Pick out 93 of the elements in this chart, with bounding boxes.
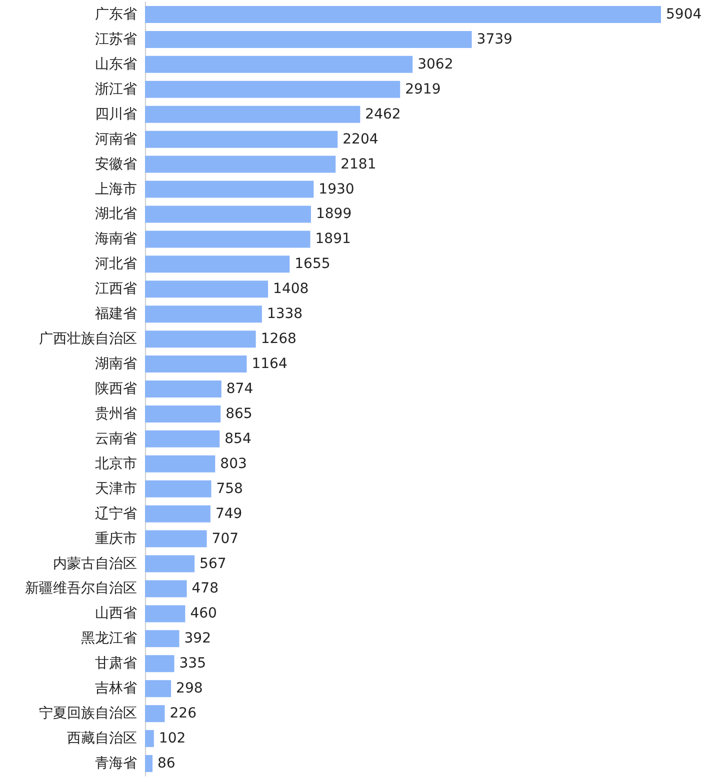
data-label: 1655 — [294, 256, 330, 272]
y-tick-label: 北京市 — [95, 456, 137, 472]
bar — [145, 630, 180, 648]
data-label: 758 — [216, 480, 243, 497]
bar — [145, 555, 195, 572]
y-tick-label: 上海市 — [95, 181, 137, 198]
data-label: 335 — [179, 656, 206, 672]
y-tick-label: 福建省 — [95, 306, 137, 322]
data-label: 567 — [200, 556, 226, 572]
data-label: 2462 — [365, 106, 401, 122]
data-label: 3739 — [476, 31, 512, 48]
bar — [145, 130, 338, 148]
y-tick-label: 西藏自治区 — [67, 730, 137, 747]
y-tick-label: 浙江省 — [95, 81, 137, 98]
y-tick-label: 山西省 — [95, 606, 137, 622]
data-label: 874 — [226, 381, 254, 397]
y-tick-label: 内蒙古自治区 — [53, 556, 137, 572]
y-tick-label: 黑龙江省 — [81, 630, 137, 647]
bar — [145, 380, 222, 398]
bar — [145, 530, 207, 548]
data-label: 854 — [224, 430, 252, 447]
bar — [145, 56, 413, 73]
y-tick-label: 河南省 — [95, 131, 137, 148]
y-tick-label: 辽宁省 — [95, 506, 137, 522]
data-label: 460 — [190, 606, 217, 622]
bar — [145, 580, 187, 598]
data-label: 803 — [220, 456, 247, 472]
y-tick-label: 重庆市 — [95, 530, 137, 547]
bar — [145, 306, 262, 323]
bar — [145, 505, 210, 522]
data-label: 865 — [226, 406, 252, 422]
data-label: 392 — [184, 630, 211, 647]
y-tick-label: 广东省 — [95, 6, 137, 22]
data-label: 2204 — [342, 131, 378, 148]
bar — [145, 605, 186, 622]
bar — [145, 106, 360, 123]
y-tick-label: 海南省 — [95, 231, 137, 248]
y-tick-label: 山东省 — [95, 56, 137, 72]
data-label: 749 — [215, 506, 242, 522]
bar — [145, 6, 661, 23]
bar — [145, 330, 256, 348]
bar — [145, 80, 400, 98]
data-label: 1164 — [252, 356, 288, 372]
y-tick-label: 贵州省 — [95, 406, 137, 422]
y-tick-label: 青海省 — [95, 756, 137, 772]
y-tick-label: 甘肃省 — [95, 656, 137, 672]
y-tick-label: 新疆维吾尔自治区 — [25, 580, 137, 597]
bar — [145, 480, 212, 498]
bar — [145, 206, 311, 223]
bar — [145, 256, 290, 273]
y-tick-label: 安徽省 — [95, 156, 137, 172]
y-tick-label: 河北省 — [95, 256, 137, 272]
bar — [145, 30, 472, 48]
data-label: 2181 — [340, 156, 376, 172]
bar — [145, 680, 172, 698]
bar — [145, 655, 174, 672]
data-label: 1899 — [316, 206, 352, 222]
y-tick-label: 云南省 — [95, 430, 137, 447]
data-label: 1408 — [273, 281, 309, 298]
data-label: 1891 — [315, 231, 351, 248]
data-label: 5904 — [666, 6, 702, 22]
data-label: 707 — [212, 530, 239, 547]
bar — [145, 280, 268, 298]
data-label: 298 — [176, 680, 203, 697]
bar — [145, 230, 310, 248]
data-label: 478 — [192, 580, 219, 597]
data-label: 1268 — [260, 331, 296, 348]
y-tick-label: 湖北省 — [95, 206, 137, 222]
bar — [145, 755, 153, 772]
y-tick-label: 吉林省 — [95, 680, 137, 697]
y-tick-label: 广西壮族自治区 — [39, 331, 137, 348]
data-label: 3062 — [418, 56, 454, 72]
data-label: 102 — [158, 730, 186, 747]
data-label: 1338 — [266, 306, 303, 322]
data-label: 86 — [158, 756, 176, 772]
bar — [145, 455, 216, 472]
y-tick-label: 湖南省 — [95, 356, 137, 372]
bar — [145, 430, 220, 448]
data-label: 1930 — [318, 181, 354, 198]
y-tick-label: 江苏省 — [95, 31, 137, 48]
y-tick-label: 宁夏回族自治区 — [39, 706, 137, 722]
y-tick-label: 天津市 — [95, 480, 137, 497]
data-label: 2919 — [405, 81, 441, 98]
bar — [145, 405, 221, 422]
data-label: 226 — [170, 706, 197, 722]
bar — [145, 356, 247, 373]
bar — [145, 730, 154, 748]
bar — [145, 156, 336, 173]
y-tick-label: 陕西省 — [95, 381, 137, 397]
bar — [145, 180, 314, 198]
y-tick-label: 四川省 — [95, 106, 137, 122]
y-tick-label: 江西省 — [95, 281, 137, 298]
bar — [145, 705, 165, 722]
